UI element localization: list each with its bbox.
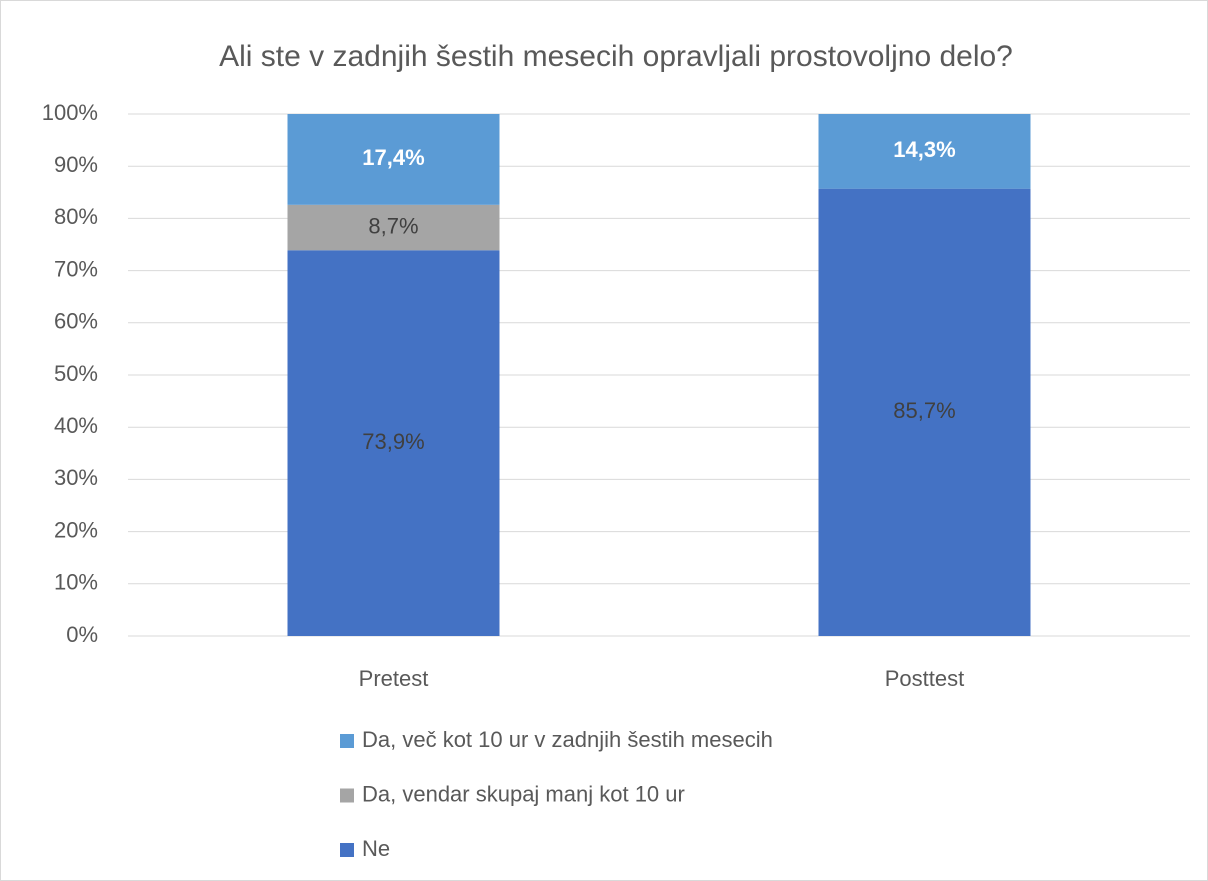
data-label: 73,9% — [362, 429, 424, 454]
y-tick-label: 80% — [54, 204, 98, 229]
data-label: 14,3% — [893, 137, 955, 162]
legend-swatch — [340, 788, 354, 803]
y-tick-label: 10% — [54, 570, 98, 595]
y-tick-label: 50% — [54, 361, 98, 386]
data-label: 85,7% — [893, 398, 955, 423]
data-label: 8,7% — [368, 213, 418, 238]
y-tick-label: 70% — [54, 256, 98, 281]
bar-segment — [287, 114, 500, 205]
y-tick-label: 30% — [54, 465, 98, 490]
legend-swatch — [340, 734, 354, 748]
legend-label: Da, vendar skupaj manj kot 10 ur — [362, 781, 685, 806]
y-tick-label: 20% — [54, 517, 98, 542]
y-tick-label: 90% — [54, 152, 98, 177]
x-tick-label: Posttest — [885, 666, 964, 691]
legend-label: Ne — [362, 836, 390, 861]
y-tick-label: 40% — [54, 413, 98, 438]
legend-swatch — [340, 843, 354, 857]
y-tick-label: 0% — [66, 622, 98, 647]
chart-title: Ali ste v zadnjih šestih mesecih opravlj… — [219, 40, 1013, 73]
bar-segment — [818, 114, 1031, 189]
bar-segment — [818, 188, 1031, 636]
legend-label: Da, več kot 10 ur v zadnjih šestih mesec… — [362, 727, 773, 752]
bar-segment — [287, 250, 500, 636]
y-tick-label: 100% — [42, 100, 98, 125]
y-tick-label: 60% — [54, 309, 98, 334]
x-tick-label: Pretest — [359, 666, 429, 691]
bar-segment — [287, 204, 500, 251]
data-label: 17,4% — [362, 145, 424, 170]
